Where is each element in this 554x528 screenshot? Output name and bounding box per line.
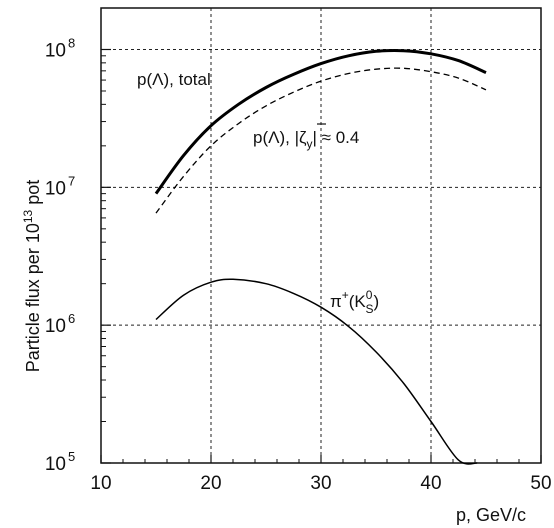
- y-tick-exponent: 5: [68, 449, 75, 464]
- y-tick-exponent: 6: [68, 311, 75, 326]
- annotation-pi-plus-k0s: π+(K0 S): [330, 288, 379, 316]
- y-tick-exponent: 7: [68, 173, 75, 188]
- series-line-p-lambda-polarized: [155, 67, 487, 214]
- y-tick-exponent: 8: [68, 35, 75, 50]
- y-axis-title: Particle flux per 1013 pot: [21, 180, 43, 372]
- annotation-p-lambda-polarized: p(Λ), |ζy| ≈ 0.4: [253, 128, 359, 151]
- series-group: [154, 49, 487, 465]
- y-tick-label: 10: [45, 40, 66, 61]
- series-line-pi-plus-k0s: [155, 278, 478, 465]
- annotation-p-lambda-total: p(Λ), total: [137, 70, 211, 89]
- x-tick-label: 30: [310, 473, 331, 494]
- y-tick-label: 10: [45, 178, 66, 199]
- x-tick-label: 20: [200, 473, 221, 494]
- y-tick-label: 10: [45, 454, 66, 475]
- x-tick-label: 40: [420, 473, 441, 494]
- series-line-p-lambda-total: [154, 49, 487, 195]
- y-tick-label: 10: [45, 316, 66, 337]
- x-axis-title: p, GeV/c: [456, 505, 526, 525]
- x-tick-label: 50: [530, 473, 551, 494]
- x-tick-label: 10: [90, 473, 111, 494]
